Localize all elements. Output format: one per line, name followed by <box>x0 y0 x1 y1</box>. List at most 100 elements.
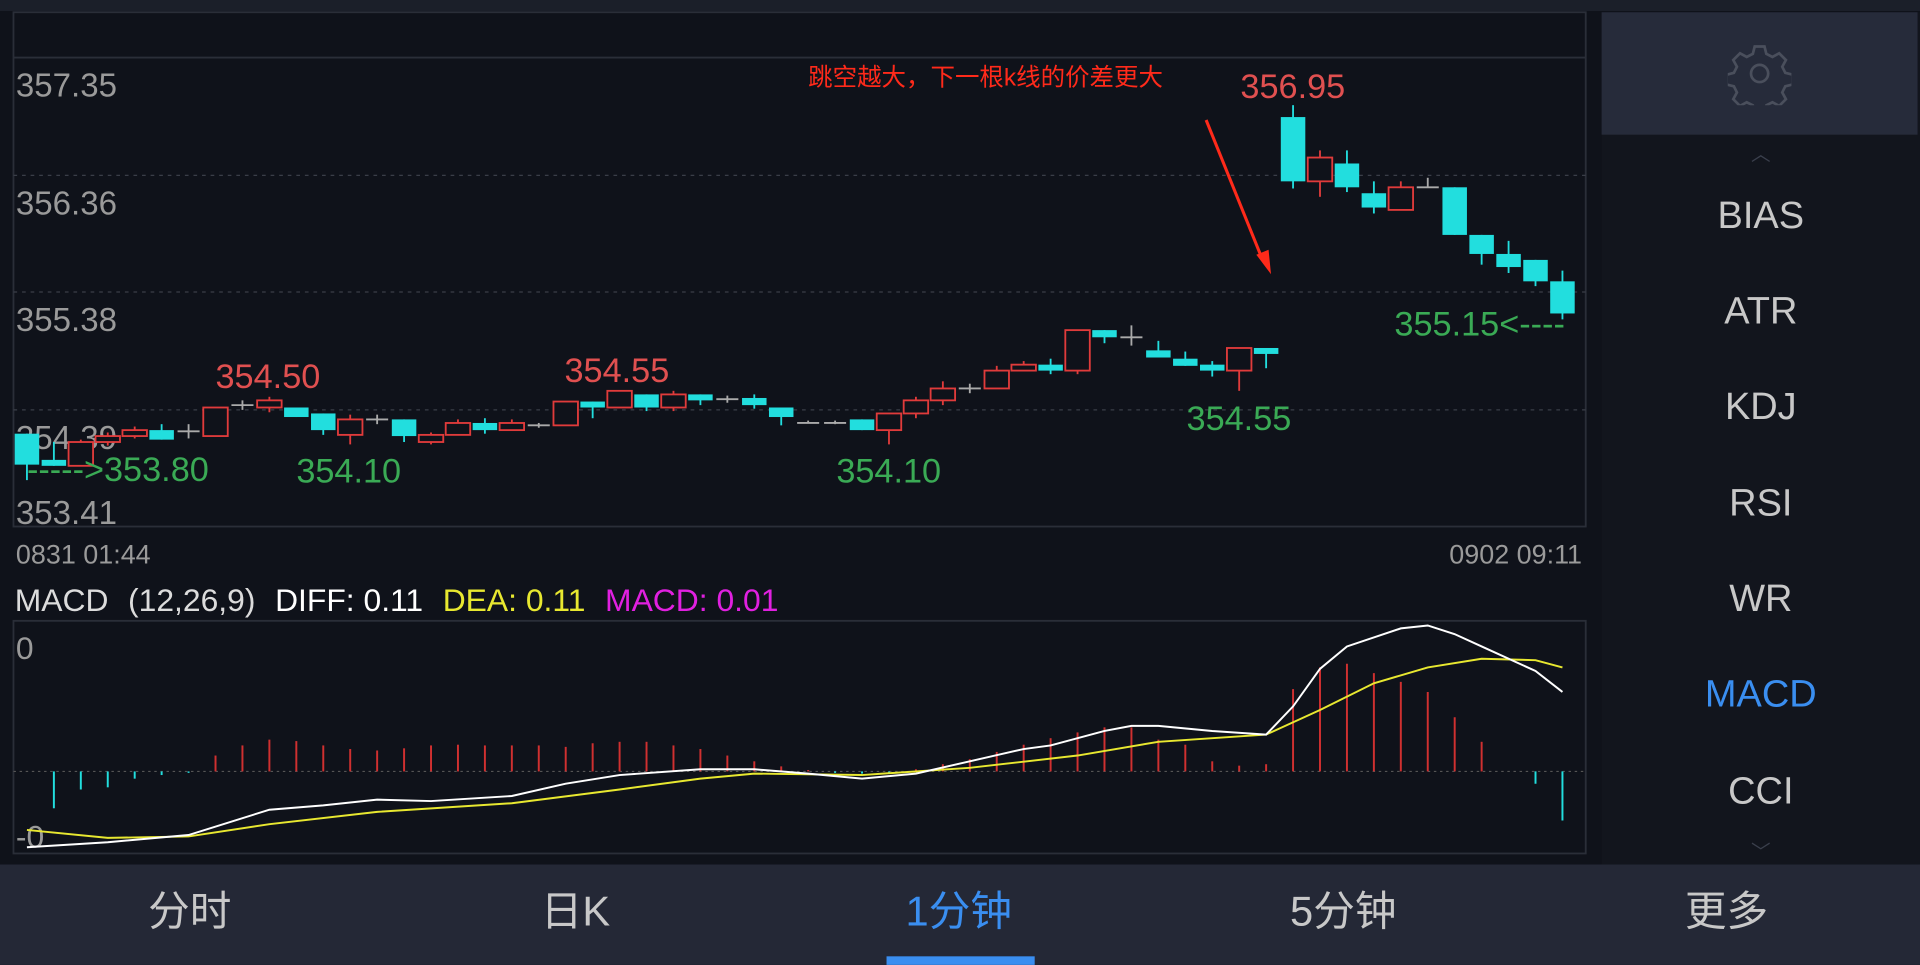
candle <box>606 389 633 409</box>
candle-body <box>121 429 148 437</box>
indicator-sidebar: ︿ BIAS ATR KDJ RSI WR MACD CCI ﹀ <box>1601 12 1920 865</box>
macd-panel-border <box>12 619 1587 855</box>
sidebar-item-kdj[interactable]: KDJ <box>1724 384 1797 428</box>
candle-body <box>1280 117 1306 182</box>
sidebar-item-bias[interactable]: BIAS <box>1717 193 1805 237</box>
candle <box>1387 181 1414 211</box>
candle-body <box>1146 350 1171 358</box>
candle <box>1306 150 1334 197</box>
candle <box>1334 150 1360 193</box>
candle <box>1550 270 1575 320</box>
candle-body <box>1334 163 1360 188</box>
price-axis-label: 357.35 <box>16 68 117 105</box>
tab-time-sharing[interactable]: 分时 <box>148 888 232 936</box>
candle-body <box>849 419 875 431</box>
scroll-down-chevron-icon[interactable]: ﹀ <box>1751 842 1771 864</box>
annotation-arrow-line <box>1204 119 1264 261</box>
candle <box>875 412 903 445</box>
time-end-label: 0902 09:11 <box>1449 539 1582 569</box>
candle-body <box>552 400 579 427</box>
candle-body <box>580 401 605 408</box>
candle <box>94 432 121 446</box>
candle <box>1416 177 1439 189</box>
macd-dea-value: DEA: 0.11 <box>442 581 586 619</box>
candle <box>177 424 200 439</box>
tab-daily-k[interactable]: 日K <box>540 888 611 936</box>
tab-1-minute[interactable]: 1分钟 <box>905 888 1012 936</box>
candle-body <box>1550 281 1575 314</box>
macd-legend: MACD (12,26,9) DIFF: 0.11 DEA: 0.11 MACD… <box>15 580 779 619</box>
candle-body <box>311 413 336 431</box>
sidebar-item-cci[interactable]: CCI <box>1728 768 1794 812</box>
tab-5-minute[interactable]: 5分钟 <box>1290 888 1397 936</box>
candle <box>797 420 820 424</box>
price-axis-label: 355.38 <box>16 302 117 339</box>
candle-body <box>660 393 687 409</box>
candle <box>1200 361 1225 377</box>
candle <box>1253 347 1279 369</box>
candle <box>634 394 659 412</box>
macd-macd-value: MACD: 0.01 <box>605 581 779 619</box>
candle <box>67 439 94 467</box>
candle-body <box>902 399 930 415</box>
sidebar-item-wr[interactable]: WR <box>1729 576 1793 620</box>
low-label-3: 354.10 <box>836 452 941 490</box>
sidebar-item-macd[interactable]: MACD <box>1704 672 1817 716</box>
tab-more[interactable]: 更多 <box>1684 888 1769 936</box>
candle-body <box>1064 329 1091 372</box>
top-strip <box>0 0 1920 12</box>
candle <box>716 395 739 403</box>
candle <box>498 419 526 432</box>
macd-diff-value: DIFF: 0.11 <box>275 581 424 619</box>
low-label-4: 354.55 <box>1187 400 1292 438</box>
candle <box>366 414 389 425</box>
high-label-3: 356.95 <box>1240 68 1345 106</box>
candle <box>688 394 713 406</box>
candle <box>121 426 148 439</box>
sidebar-item-atr[interactable]: ATR <box>1724 288 1798 332</box>
gear-icon <box>1727 45 1792 106</box>
candle-body <box>149 430 174 440</box>
candle-body <box>1253 347 1279 354</box>
candle <box>284 407 309 418</box>
candle <box>311 413 336 435</box>
candle <box>1361 181 1387 214</box>
candle <box>1038 358 1063 375</box>
candle-body <box>1173 358 1198 366</box>
candle-body <box>284 407 309 418</box>
candle-body <box>94 435 121 443</box>
period-tab-bar: 分时 日K 1分钟 5分钟 更多 <box>0 864 1920 965</box>
candle-body <box>1038 364 1063 371</box>
candle <box>580 401 605 419</box>
candle-body <box>472 422 498 431</box>
settings-button[interactable] <box>1601 12 1918 135</box>
high-label-1: 354.50 <box>216 358 321 396</box>
candle-body <box>606 389 633 409</box>
macd-axis-bottom: -0 <box>16 818 44 854</box>
candle <box>1010 361 1037 372</box>
candle-body <box>1226 347 1253 372</box>
candle <box>1523 259 1548 287</box>
macd-params: (12,26,9) <box>128 581 256 619</box>
last-price-label: 355.15<---- <box>1394 306 1564 344</box>
candle-body <box>41 459 67 466</box>
candle-body <box>202 406 229 437</box>
candle-body <box>1200 364 1225 371</box>
candle <box>202 406 229 437</box>
candle <box>983 365 1010 390</box>
candle <box>14 433 40 481</box>
candle <box>256 396 283 413</box>
sidebar-item-rsi[interactable]: RSI <box>1729 481 1793 525</box>
low-label-1: ----->353.80 <box>27 451 209 489</box>
candle-body <box>1523 259 1548 282</box>
candle-body <box>875 412 903 432</box>
candle-body <box>498 422 526 432</box>
candle-body <box>1469 234 1494 254</box>
diff-line <box>26 624 1564 849</box>
candle-body <box>256 399 283 409</box>
candle-body <box>1092 330 1117 338</box>
scroll-up-chevron-icon[interactable]: ︿ <box>1751 144 1771 166</box>
candle <box>1146 340 1171 358</box>
